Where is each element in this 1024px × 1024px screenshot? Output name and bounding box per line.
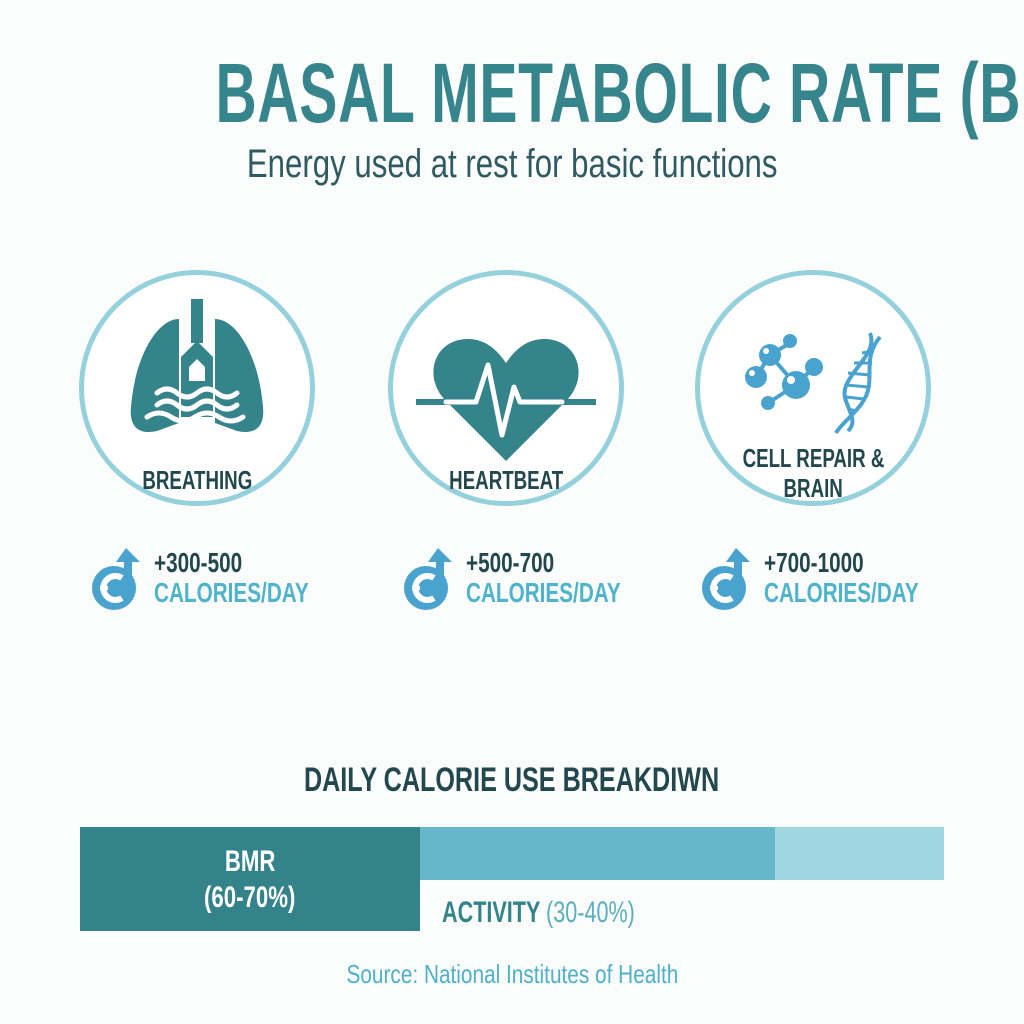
source-citation: Source: National Institutes of Health xyxy=(346,959,678,989)
bmr-percent: (60-70%) xyxy=(204,881,296,914)
bmr-bar: BMR (60-70%) xyxy=(80,827,420,931)
molecule-dna-icon xyxy=(745,332,882,435)
breakdown-title: DAILY CALORIE USE BREAKDIWN xyxy=(304,761,720,799)
breathing-card: BREATHING xyxy=(79,270,315,506)
heartbeat-unit: CALORIES/DAY xyxy=(466,577,621,608)
heartbeat-range: +500-700 xyxy=(466,547,555,578)
activity-range-bar xyxy=(775,827,944,880)
calorie-up-icon xyxy=(702,548,750,610)
heartbeat-calories: +500-700 CALORIES/DAY xyxy=(402,547,642,610)
calorie-up-icon xyxy=(404,548,452,610)
heartbeat-card: HEARTBEAT xyxy=(388,270,624,506)
bmr-label: BMR xyxy=(224,845,276,878)
breathing-unit: CALORIES/DAY xyxy=(154,577,309,608)
activity-label-text: ACTIVITY xyxy=(442,896,541,929)
page-subtitle: Energy used at rest for basic functions xyxy=(246,142,778,186)
heartbeat-label: HEARTBEAT xyxy=(448,465,564,495)
breathing-range: +300-500 xyxy=(154,547,243,578)
activity-label: ACTIVITY (30-40%) xyxy=(442,895,635,931)
cell-repair-label: CELL REPAIR & BRAIN xyxy=(742,443,884,503)
breathing-label: BREATHING xyxy=(142,465,252,495)
lungs-icon xyxy=(130,299,264,432)
cell-repair-card: CELL REPAIR & BRAIN xyxy=(695,270,931,506)
cell-repair-unit: CALORIES/DAY xyxy=(764,577,919,608)
calorie-up-icon xyxy=(92,548,140,610)
cell-repair-range: +700-1000 xyxy=(764,547,864,578)
activity-bar xyxy=(420,827,775,880)
heartbeat-icon xyxy=(416,339,596,461)
cell-repair-calories: +700-1000 CALORIES/DAY xyxy=(700,547,940,610)
breathing-calories: +300-500 CALORIES/DAY xyxy=(90,547,330,610)
activity-percent: (30-40%) xyxy=(546,896,635,929)
page-title: BASAL METABOLIC RATE (BMR) xyxy=(215,46,1024,140)
